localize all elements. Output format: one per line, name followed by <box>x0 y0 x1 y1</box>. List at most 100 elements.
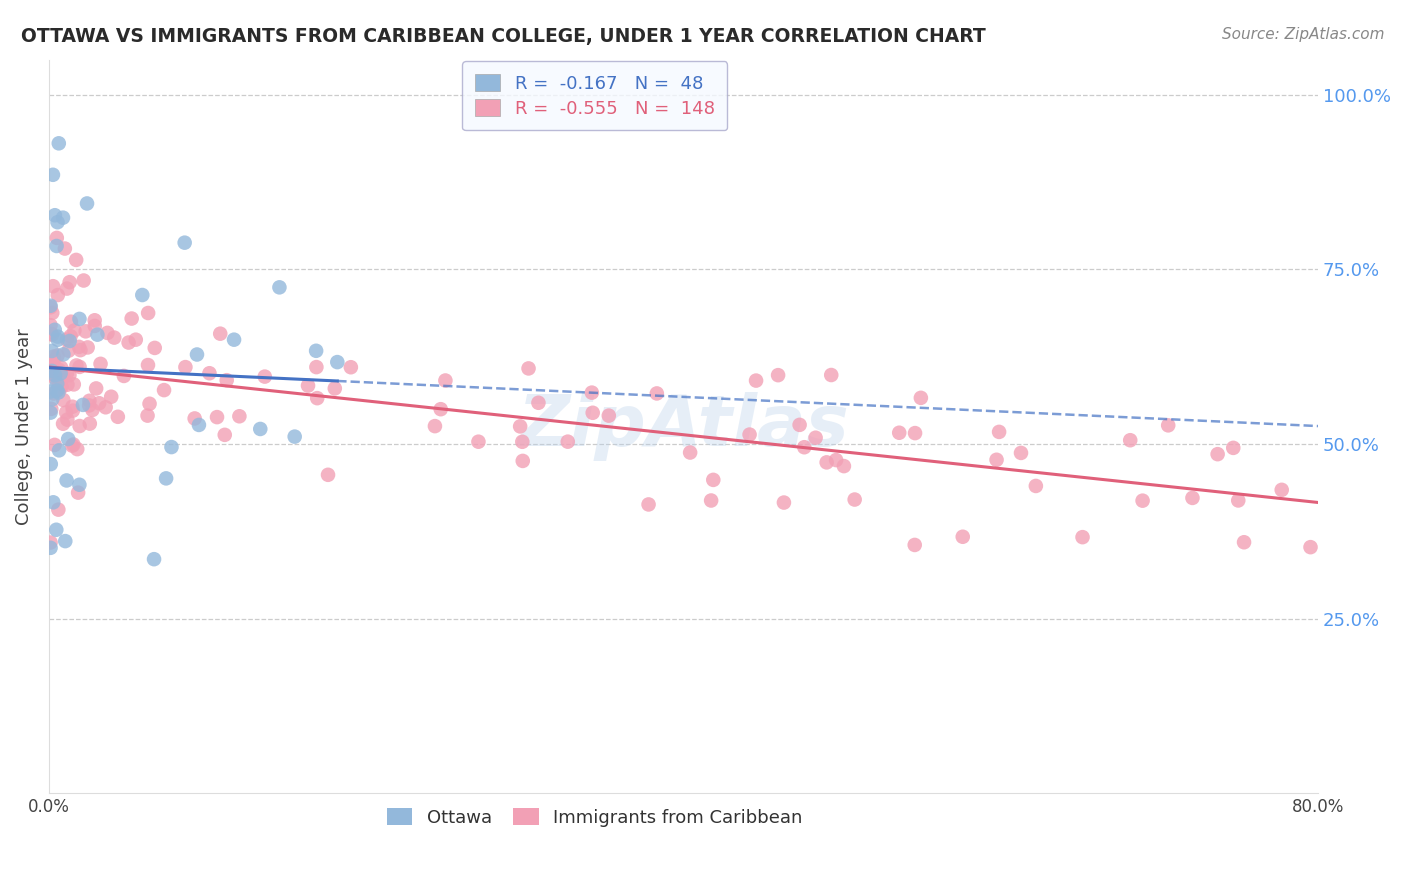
Point <box>90 357 112 371</box>
Point <box>1227 493 1250 508</box>
Point <box>136 409 159 423</box>
Point <box>51 372 73 386</box>
Point <box>1132 493 1154 508</box>
Text: ZipAtlas: ZipAtlas <box>517 392 849 461</box>
Point <box>63 323 86 337</box>
Point <box>198 366 221 380</box>
Point <box>305 360 328 375</box>
Point <box>1071 530 1094 544</box>
Point <box>316 467 339 482</box>
Point <box>86 327 108 342</box>
Point <box>67 477 90 491</box>
Point <box>39 357 62 371</box>
Point <box>598 409 620 423</box>
Point <box>904 538 927 552</box>
Point <box>679 445 702 459</box>
Point <box>52 417 75 431</box>
Point <box>832 459 855 474</box>
Point <box>46 215 69 229</box>
Point <box>103 330 125 344</box>
Point <box>952 530 974 544</box>
Point <box>69 419 91 434</box>
Point <box>112 368 135 383</box>
Point <box>53 242 76 256</box>
Point <box>173 235 195 250</box>
Point <box>39 457 62 471</box>
Point <box>1222 441 1244 455</box>
Point <box>745 374 768 388</box>
Point <box>986 452 1008 467</box>
Point <box>793 440 815 454</box>
Point <box>62 377 84 392</box>
Point <box>645 386 668 401</box>
Point <box>44 208 66 222</box>
Point <box>988 425 1011 439</box>
Point <box>305 343 328 358</box>
Point <box>76 196 98 211</box>
Point <box>46 329 69 343</box>
Point <box>467 434 489 449</box>
Point <box>69 359 91 374</box>
Point <box>889 425 911 440</box>
Point <box>269 280 291 294</box>
Point <box>48 376 70 391</box>
Point <box>67 340 90 354</box>
Point <box>509 419 531 434</box>
Point <box>42 279 65 293</box>
Point <box>121 311 143 326</box>
Point <box>65 359 87 373</box>
Point <box>820 368 842 382</box>
Point <box>44 323 66 337</box>
Point <box>844 492 866 507</box>
Point <box>434 374 457 388</box>
Point <box>1206 447 1229 461</box>
Point <box>76 341 98 355</box>
Point <box>72 273 94 287</box>
Point <box>215 373 238 387</box>
Point <box>1025 479 1047 493</box>
Point <box>59 275 82 289</box>
Point <box>429 402 451 417</box>
Point <box>143 552 166 566</box>
Point <box>44 368 66 383</box>
Point <box>39 406 62 420</box>
Point <box>174 360 197 375</box>
Point <box>69 312 91 326</box>
Point <box>1233 535 1256 549</box>
Point <box>55 474 77 488</box>
Point <box>41 306 63 320</box>
Point <box>510 434 533 449</box>
Point <box>253 369 276 384</box>
Point <box>48 362 70 376</box>
Point <box>131 288 153 302</box>
Point <box>815 455 838 469</box>
Point <box>738 427 761 442</box>
Point <box>79 417 101 431</box>
Point <box>62 437 84 451</box>
Point <box>1010 446 1032 460</box>
Point <box>59 334 82 348</box>
Point <box>48 136 70 151</box>
Point <box>39 535 62 549</box>
Point <box>94 401 117 415</box>
Point <box>53 534 76 549</box>
Point <box>58 368 80 382</box>
Point <box>581 385 603 400</box>
Point <box>62 403 84 417</box>
Point <box>42 386 65 401</box>
Point <box>48 443 70 458</box>
Point <box>39 326 62 341</box>
Point <box>1271 483 1294 497</box>
Point <box>59 329 82 343</box>
Point <box>804 431 827 445</box>
Point <box>307 391 329 405</box>
Point <box>214 427 236 442</box>
Point <box>55 405 77 419</box>
Point <box>46 502 69 516</box>
Point <box>56 367 79 381</box>
Point <box>41 392 63 407</box>
Text: OTTAWA VS IMMIGRANTS FROM CARIBBEAN COLLEGE, UNDER 1 YEAR CORRELATION CHART: OTTAWA VS IMMIGRANTS FROM CARIBBEAN COLL… <box>21 27 986 45</box>
Point <box>825 453 848 467</box>
Text: Source: ZipAtlas.com: Source: ZipAtlas.com <box>1222 27 1385 42</box>
Point <box>48 385 70 400</box>
